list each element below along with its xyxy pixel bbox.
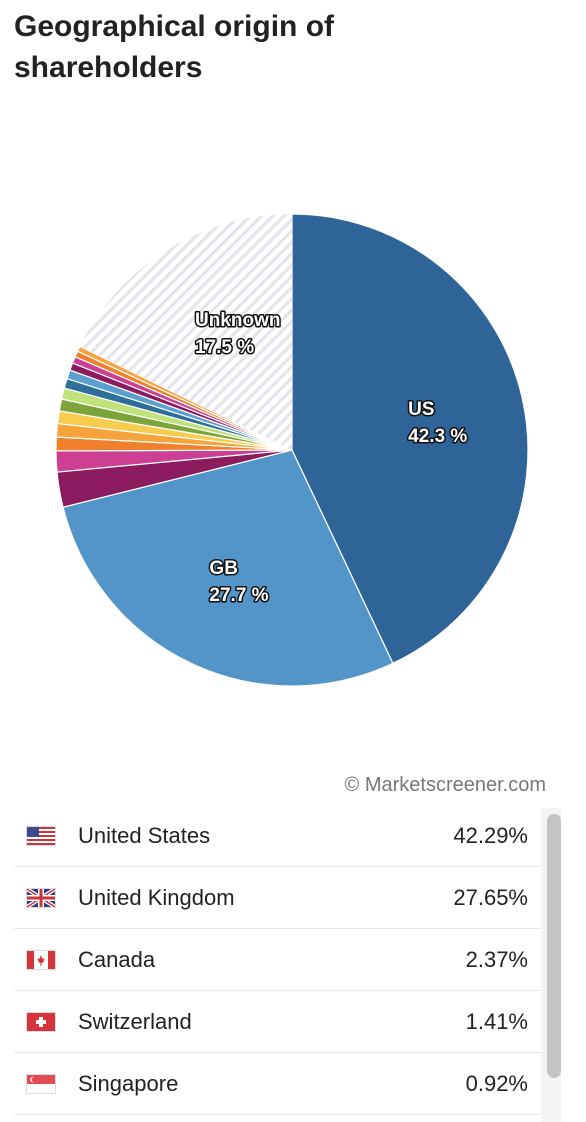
pie-slice-us[interactable] bbox=[291, 213, 529, 665]
pie-slice-label: GB 27.7 % bbox=[209, 558, 268, 606]
country-name: Switzerland bbox=[78, 1008, 192, 1034]
table-row[interactable]: Singapore 0.92% bbox=[14, 1053, 542, 1115]
country-name: Canada bbox=[78, 946, 156, 972]
table-row[interactable]: Switzerland 1.41% bbox=[14, 991, 542, 1053]
country-percentage: 1.41% bbox=[465, 1008, 528, 1034]
pie-slice-label: US 42.3 % bbox=[408, 399, 467, 447]
country-percentage: 27.65% bbox=[453, 884, 528, 910]
pie-slice-unknown[interactable] bbox=[79, 214, 292, 450]
table-row[interactable]: United Kingdom 27.65% bbox=[14, 867, 542, 929]
singapore-flag-icon bbox=[26, 1073, 56, 1094]
us-flag-icon bbox=[26, 825, 56, 846]
chart-title: Geographical origin of shareholders bbox=[14, 10, 335, 84]
table-row[interactable]: United States 42.29% bbox=[14, 805, 542, 867]
country-name: United States bbox=[78, 822, 211, 848]
country-name: Singapore bbox=[78, 1070, 179, 1096]
pie-slice[interactable] bbox=[76, 345, 293, 451]
country-percentage: 42.29% bbox=[453, 822, 528, 848]
pie-chart: US 42.3 % GB 27.7 % Unknown 17.5 % bbox=[55, 213, 529, 687]
table-row[interactable]: Canada 2.37% bbox=[14, 929, 542, 991]
pie-slice-gb[interactable] bbox=[62, 449, 394, 687]
shareholder-origin-table: United States 42.29% United Kingdom 27.6… bbox=[14, 805, 542, 1115]
canada-flag-icon bbox=[26, 949, 56, 970]
country-percentage: 2.37% bbox=[465, 946, 528, 972]
switzerland-flag-icon bbox=[26, 1011, 56, 1032]
pie-slice-label: Unknown 17.5 % bbox=[195, 310, 281, 358]
country-percentage: 0.92% bbox=[465, 1070, 528, 1096]
uk-flag-icon bbox=[25, 886, 57, 909]
copyright-credit: © Marketscreener.com bbox=[344, 774, 546, 796]
country-name: United Kingdom bbox=[78, 884, 235, 910]
scrollbar-thumb[interactable] bbox=[547, 814, 561, 1078]
